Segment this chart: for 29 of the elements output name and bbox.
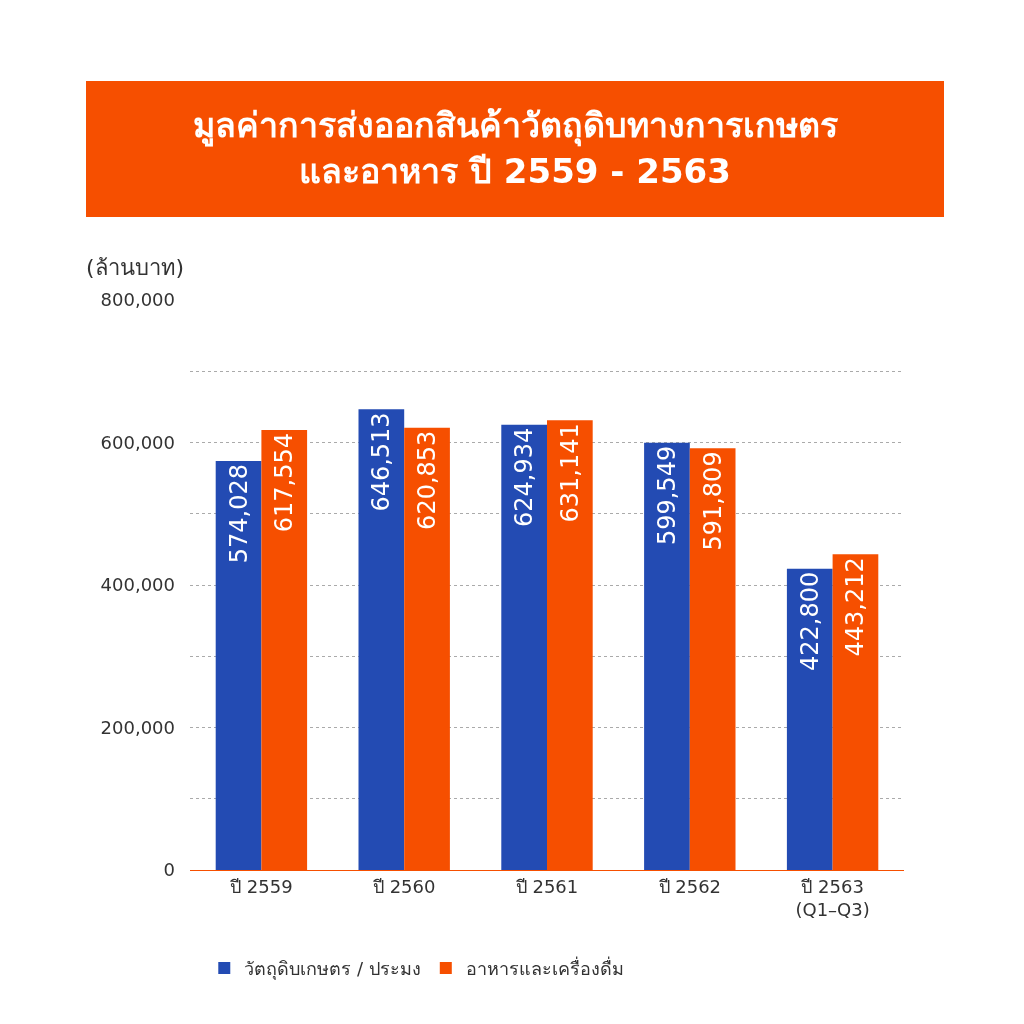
x-tick-label: ปี 2561 <box>515 875 579 897</box>
bar <box>644 442 690 870</box>
bar <box>358 409 405 870</box>
y-tick-label: 200,000 <box>100 716 175 738</box>
y-tick-label: 0 <box>163 859 175 881</box>
bar <box>501 424 547 870</box>
data-label: 620,853 <box>413 430 442 530</box>
bar <box>215 461 262 870</box>
legend-label: อาหารและเครื่องดื่ม <box>465 956 624 980</box>
data-label: 631,141 <box>555 423 584 523</box>
x-tick-label: ปี 2562 <box>658 875 722 897</box>
data-label: 599,549 <box>652 445 681 546</box>
data-label: 422,800 <box>795 571 824 672</box>
chart-title: มูลค่าการส่งออกสินค้าวัตถุดิบทางการเกษตร และอาหาร ปี 2559 - 2563 <box>86 81 944 217</box>
y-tick-label: 800,000 <box>100 289 175 311</box>
data-label: 443,212 <box>841 557 870 657</box>
data-label: 591,809 <box>698 451 727 551</box>
y-tick-label: 400,000 <box>100 574 175 596</box>
x-tick-label: ปี 2560 <box>372 875 436 897</box>
data-label: 646,513 <box>367 412 396 512</box>
bar <box>786 568 833 870</box>
y-tick-label: 600,000 <box>100 431 175 453</box>
x-tick-label: ปี 2559 <box>230 875 293 897</box>
x-tick-label: ปี 2563 (Q1–Q3) <box>795 875 870 920</box>
data-label: 624,934 <box>510 427 539 527</box>
data-label: 617,554 <box>270 432 299 533</box>
y-axis-title: (ล้านบาท) <box>86 254 185 282</box>
legend-label: วัตถุดิบเกษตร / ประมง <box>244 958 421 981</box>
data-label: 574,028 <box>224 464 253 564</box>
